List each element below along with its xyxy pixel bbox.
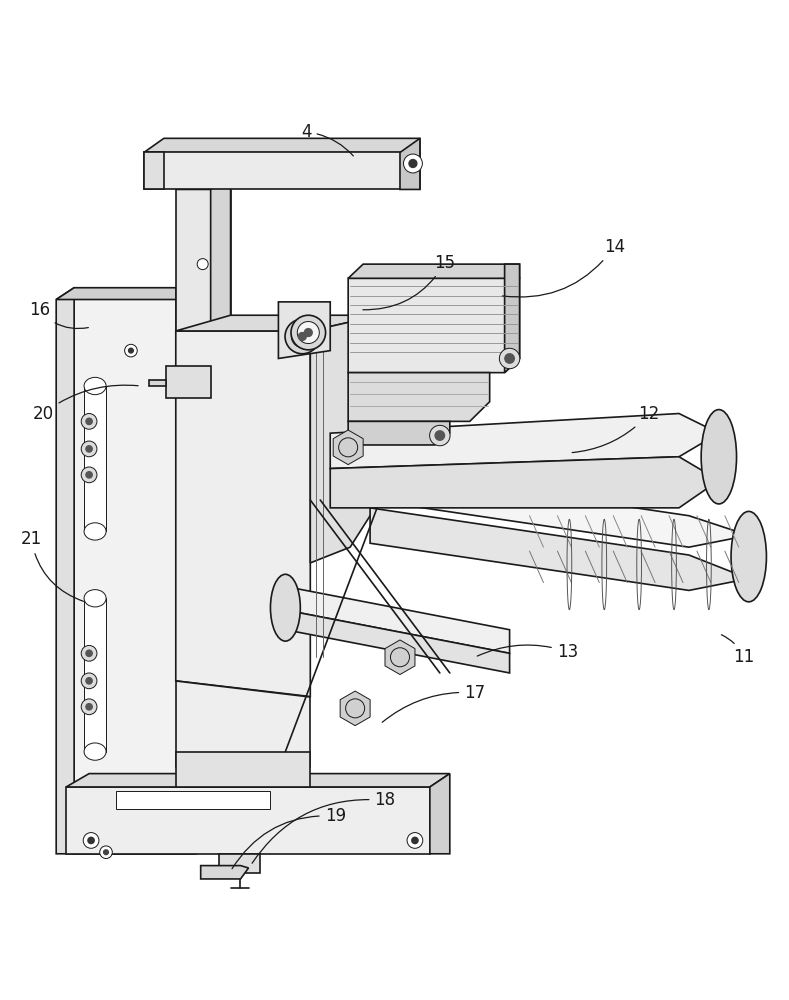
Circle shape (81, 673, 97, 689)
Polygon shape (144, 152, 420, 189)
Polygon shape (149, 380, 166, 386)
Circle shape (298, 333, 306, 340)
Polygon shape (505, 264, 520, 373)
Circle shape (86, 704, 92, 710)
Circle shape (99, 846, 112, 859)
Polygon shape (219, 854, 260, 873)
Text: 14: 14 (503, 238, 625, 297)
Text: 17: 17 (382, 684, 485, 722)
Polygon shape (348, 264, 520, 278)
Polygon shape (333, 430, 363, 465)
Polygon shape (310, 315, 380, 563)
Polygon shape (176, 189, 230, 331)
Circle shape (403, 154, 422, 173)
Circle shape (88, 837, 94, 844)
Text: 11: 11 (721, 635, 754, 666)
Polygon shape (166, 366, 211, 398)
Ellipse shape (84, 590, 106, 607)
Polygon shape (56, 288, 196, 300)
Ellipse shape (84, 743, 106, 760)
Polygon shape (176, 752, 310, 787)
Text: 21: 21 (21, 530, 84, 601)
Circle shape (81, 699, 97, 715)
Polygon shape (144, 152, 164, 189)
Polygon shape (286, 610, 510, 673)
Polygon shape (84, 598, 106, 752)
Circle shape (86, 472, 92, 478)
Ellipse shape (84, 377, 106, 395)
Circle shape (291, 315, 326, 350)
Polygon shape (348, 373, 490, 421)
Ellipse shape (731, 511, 766, 602)
Circle shape (435, 431, 444, 440)
Polygon shape (144, 138, 420, 152)
Polygon shape (348, 278, 520, 373)
Polygon shape (176, 288, 196, 351)
Ellipse shape (701, 410, 737, 504)
Polygon shape (348, 421, 450, 445)
Circle shape (197, 259, 208, 270)
Polygon shape (176, 331, 310, 697)
Polygon shape (56, 288, 74, 854)
Text: 13: 13 (477, 643, 578, 661)
Circle shape (505, 354, 514, 363)
Polygon shape (74, 288, 196, 854)
Text: 12: 12 (572, 405, 660, 453)
Polygon shape (370, 508, 749, 590)
Circle shape (291, 325, 313, 347)
Text: 20: 20 (32, 385, 138, 423)
Circle shape (86, 678, 92, 684)
Text: 19: 19 (232, 807, 346, 869)
Circle shape (81, 645, 97, 661)
Circle shape (125, 344, 137, 357)
Circle shape (81, 441, 97, 457)
Polygon shape (370, 469, 749, 547)
Circle shape (412, 837, 418, 844)
Polygon shape (66, 787, 430, 854)
Polygon shape (430, 774, 450, 854)
Polygon shape (211, 176, 230, 331)
Circle shape (409, 160, 417, 167)
Polygon shape (200, 866, 249, 879)
Circle shape (86, 650, 92, 656)
Polygon shape (286, 586, 510, 653)
Polygon shape (116, 791, 271, 809)
Circle shape (305, 329, 312, 336)
Polygon shape (176, 315, 380, 331)
Circle shape (499, 348, 520, 369)
Polygon shape (176, 176, 230, 189)
Circle shape (430, 425, 450, 446)
Circle shape (407, 833, 423, 848)
Circle shape (86, 446, 92, 452)
Circle shape (129, 348, 133, 353)
Text: 18: 18 (252, 791, 395, 863)
Circle shape (86, 418, 92, 425)
Polygon shape (66, 774, 450, 787)
Text: 15: 15 (363, 254, 455, 310)
Circle shape (81, 467, 97, 483)
Polygon shape (340, 691, 370, 726)
Polygon shape (279, 302, 331, 358)
Circle shape (103, 850, 108, 855)
Polygon shape (176, 681, 310, 767)
Polygon shape (331, 457, 719, 508)
Circle shape (81, 414, 97, 429)
Polygon shape (331, 414, 719, 469)
Circle shape (83, 833, 99, 848)
Ellipse shape (84, 523, 106, 540)
Circle shape (285, 319, 320, 354)
Polygon shape (400, 138, 420, 189)
Circle shape (297, 322, 320, 344)
Text: 16: 16 (28, 301, 88, 329)
Polygon shape (385, 640, 415, 675)
Polygon shape (84, 386, 106, 531)
Ellipse shape (271, 574, 301, 641)
Text: 4: 4 (301, 123, 353, 156)
